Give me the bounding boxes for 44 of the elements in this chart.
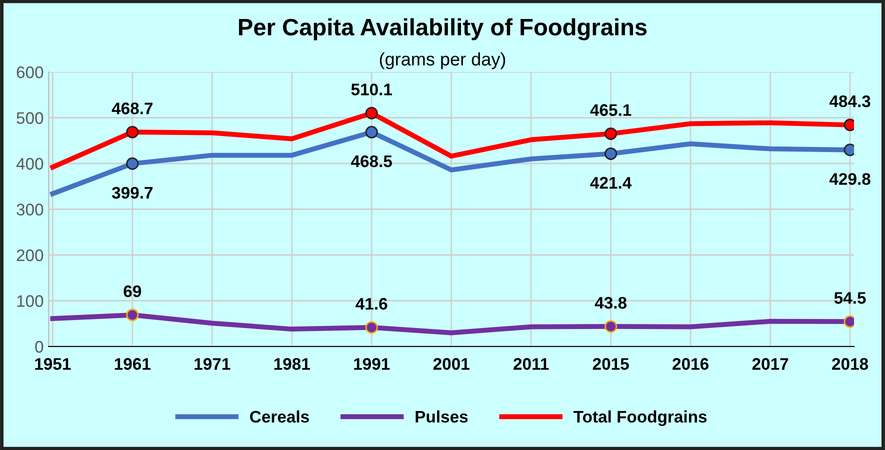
point xyxy=(126,126,139,138)
point xyxy=(365,126,378,138)
y-tick-label: 600 xyxy=(16,66,44,78)
point xyxy=(365,106,378,120)
legend-label: Pulses xyxy=(416,410,468,423)
x-tick-label: 2001 xyxy=(433,358,470,370)
y-tick-label: 100 xyxy=(17,295,44,307)
data-label: 399.7 xyxy=(112,186,153,199)
x-tick-label: 1981 xyxy=(274,358,310,370)
data-label: 468.5 xyxy=(351,155,392,168)
chart-title: Per Capita Availability of Foodgrains xyxy=(239,18,647,40)
x-tick-label: 2018 xyxy=(832,358,868,370)
y-tick-label: 400 xyxy=(16,158,44,170)
legend-label: Total Foodgrains xyxy=(574,410,707,426)
y-tick-label: 0 xyxy=(35,340,44,353)
y-tick-label: 300 xyxy=(16,204,44,216)
x-tick-label: 1971 xyxy=(194,358,230,370)
data-label: 41.6 xyxy=(356,298,388,310)
data-label: 484.3 xyxy=(829,95,870,108)
point xyxy=(365,321,378,334)
data-label: 54.5 xyxy=(834,292,866,304)
y-tick-label: 500 xyxy=(16,112,44,124)
point xyxy=(604,147,618,160)
x-tick-label: 2016 xyxy=(672,358,708,370)
x-tick-label: 1951 xyxy=(35,358,71,370)
x-tick-label: 2011 xyxy=(514,358,549,370)
x-tick-label: 1961 xyxy=(114,358,150,370)
x-tick-label: 1991 xyxy=(354,358,390,370)
data-label: 69 xyxy=(124,285,142,298)
data-label: 468.7 xyxy=(112,102,153,114)
point xyxy=(604,320,618,333)
data-label: 429.8 xyxy=(829,173,870,185)
point xyxy=(604,127,618,140)
legend-label: Cereals xyxy=(250,410,309,423)
point xyxy=(126,157,139,170)
y-tick-label: 200 xyxy=(16,249,44,262)
data-label: 465.1 xyxy=(590,104,632,116)
data-label: 510.1 xyxy=(351,84,392,96)
data-label: 421.4 xyxy=(590,176,632,189)
x-tick-label: 2015 xyxy=(592,358,629,370)
x-tick-label: 2017 xyxy=(752,358,788,370)
chart-subtitle: (grams per day) xyxy=(380,52,506,70)
point xyxy=(126,308,139,322)
data-label: 43.8 xyxy=(594,296,627,309)
